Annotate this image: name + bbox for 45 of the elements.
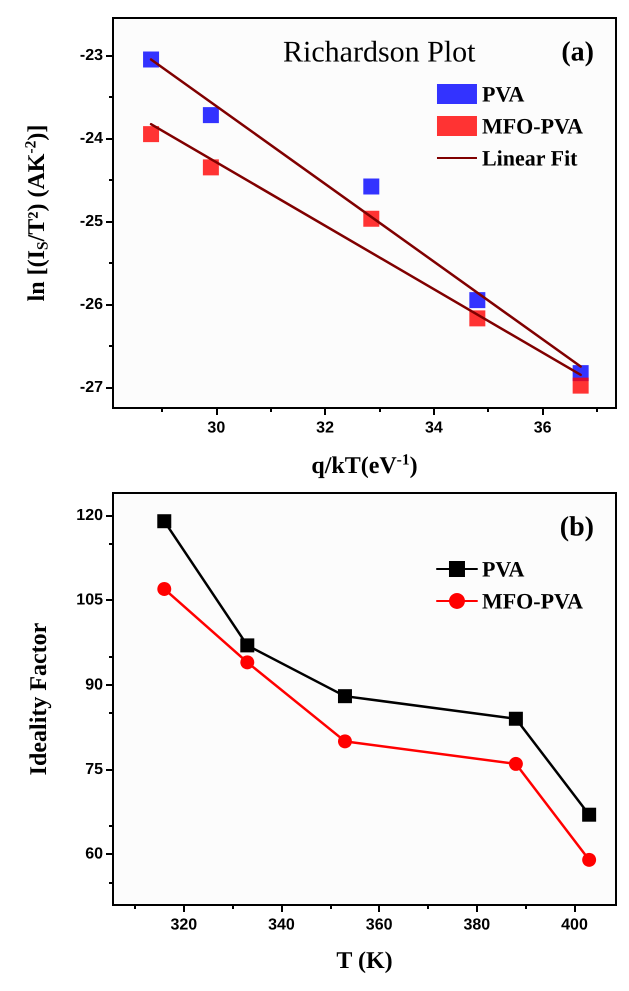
legend-label: PVA — [482, 82, 524, 106]
y-tick-label: 75 — [85, 761, 104, 778]
x-tick-label: 34 — [424, 420, 443, 436]
point — [157, 582, 172, 596]
x-tick-label: 400 — [561, 916, 588, 934]
x-tick-label: 340 — [268, 916, 295, 934]
x-tick-label: 32 — [316, 420, 334, 436]
legend-label: PVA — [482, 556, 524, 582]
x-tick-label: 36 — [534, 420, 552, 436]
point — [508, 712, 523, 726]
y-tick-label: -26 — [80, 296, 104, 313]
annotation: (a) — [561, 36, 594, 68]
point — [240, 638, 254, 652]
y-tick-label: -27 — [80, 378, 104, 396]
y-tick-label: 60 — [85, 846, 104, 863]
y-axis-title: Ideality Factor — [26, 622, 52, 776]
legend-label: MFO-PVA — [482, 114, 584, 138]
y-tick-label: -23 — [80, 46, 104, 64]
point — [202, 159, 219, 176]
y-tick-label: 120 — [76, 507, 104, 524]
point — [338, 734, 352, 748]
y-tick-label: 105 — [76, 592, 104, 609]
point — [143, 126, 160, 142]
legend-label: MFO-PVA — [482, 588, 584, 614]
point — [240, 655, 254, 670]
x-tick-label: 30 — [207, 420, 226, 436]
x-tick-label: 360 — [366, 916, 393, 934]
x-tick-label: 380 — [463, 916, 490, 934]
text: Richardson Plot — [283, 36, 476, 68]
point — [582, 852, 596, 867]
point — [338, 689, 352, 704]
legend-label: Linear Fit — [482, 146, 578, 170]
point — [157, 514, 172, 528]
point — [582, 808, 596, 822]
annotation: (b) — [560, 512, 594, 542]
y-tick-label: -25 — [80, 212, 104, 230]
point — [363, 178, 380, 194]
y-tick-label: -24 — [80, 130, 104, 147]
x-axis-title: T (K) — [336, 948, 393, 974]
y-tick-label: 90 — [85, 676, 104, 694]
point — [202, 107, 219, 124]
point — [508, 756, 523, 771]
y-axis-title: ln [(IS/T²) (AK-2)] — [22, 124, 52, 302]
x-tick-label: 320 — [170, 916, 198, 934]
point — [572, 378, 589, 394]
